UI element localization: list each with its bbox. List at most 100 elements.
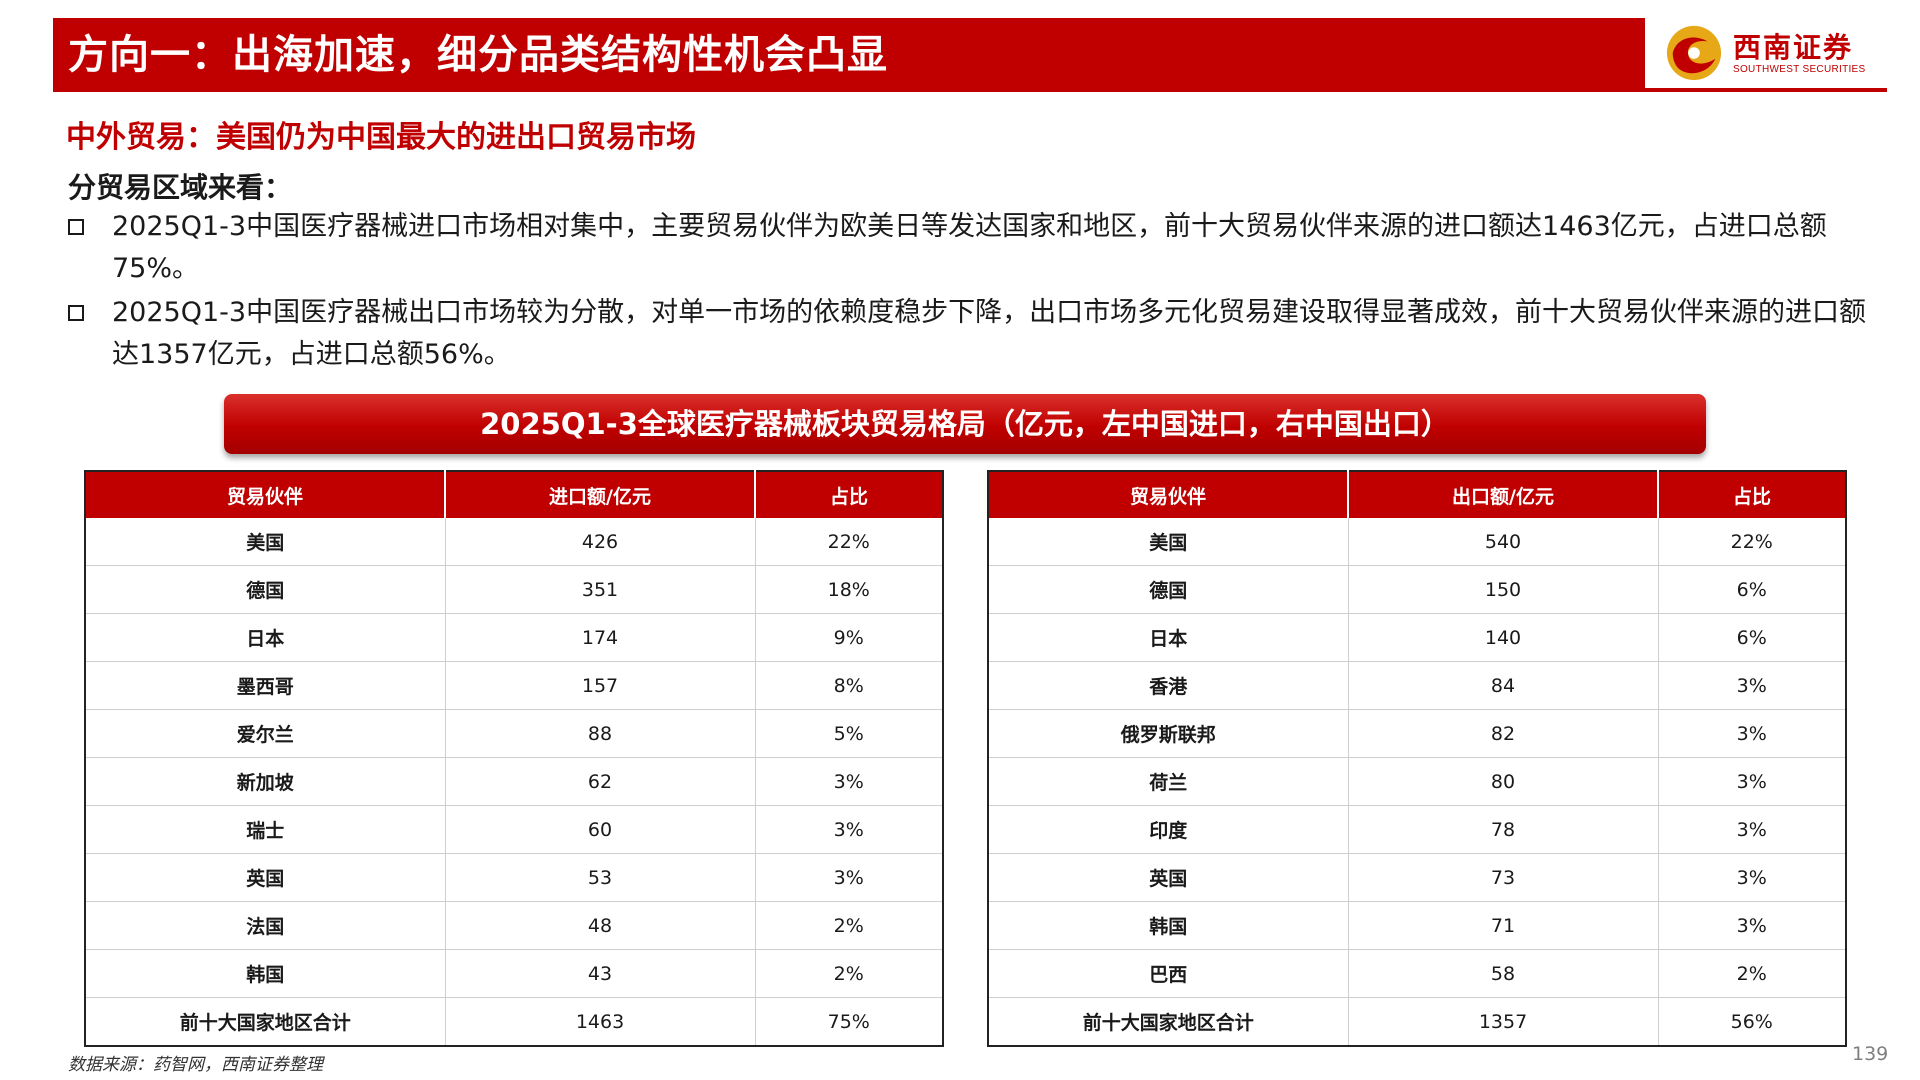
share-cell: 3%: [755, 757, 943, 806]
column-header: 出口额/亿元: [1348, 471, 1659, 518]
column-header: 占比: [755, 471, 943, 518]
column-header: 进口额/亿元: [445, 471, 756, 518]
share-cell: 9%: [755, 613, 943, 662]
partner-cell: 美国: [988, 518, 1349, 566]
amount-cell: 351: [445, 565, 756, 614]
table-row: 前十大国家地区合计 1463 75%: [85, 997, 943, 1046]
bullet-text: 2025Q1-3中国医疗器械进口市场相对集中，主要贸易伙伴为欧美日等发达国家和地…: [112, 211, 1827, 284]
amount-cell: 1357: [1348, 997, 1659, 1046]
amount-cell: 53: [445, 853, 756, 902]
share-cell: 3%: [1658, 709, 1846, 758]
partner-cell: 前十大国家地区合计: [988, 997, 1349, 1046]
amount-cell: 150: [1348, 565, 1659, 614]
partner-cell: 日本: [988, 613, 1349, 662]
share-cell: 3%: [1658, 757, 1846, 806]
partner-cell: 英国: [988, 853, 1349, 902]
bullet-item: 2025Q1-3中国医疗器械出口市场较为分散，对单一市场的依赖度稳步下降，出口市…: [68, 292, 1878, 376]
partner-cell: 德国: [988, 565, 1349, 614]
amount-cell: 540: [1348, 518, 1659, 566]
amount-cell: 78: [1348, 805, 1659, 854]
partner-cell: 新加坡: [85, 757, 446, 806]
share-cell: 18%: [755, 565, 943, 614]
header-underline: [53, 88, 1887, 92]
share-cell: 6%: [1658, 565, 1846, 614]
share-cell: 6%: [1658, 613, 1846, 662]
share-cell: 3%: [755, 805, 943, 854]
section-heading: 分贸易区域来看：: [68, 171, 293, 204]
partner-cell: 英国: [85, 853, 446, 902]
column-header: 贸易伙伴: [85, 471, 446, 518]
amount-cell: 62: [445, 757, 756, 806]
logo-chinese-text: 西南证券: [1733, 30, 1854, 64]
table-row: 墨西哥 157 8%: [85, 661, 943, 710]
partner-cell: 瑞士: [85, 805, 446, 854]
amount-cell: 60: [445, 805, 756, 854]
partner-cell: 香港: [988, 661, 1349, 710]
table-row: 日本 174 9%: [85, 613, 943, 662]
bullet-text: 2025Q1-3中国医疗器械出口市场较为分散，对单一市场的依赖度稳步下降，出口市…: [112, 297, 1867, 370]
amount-cell: 426: [445, 518, 756, 566]
share-cell: 3%: [755, 853, 943, 902]
table-banner: 2025Q1-3全球医疗器械板块贸易格局（亿元，左中国进口，右中国出口）: [224, 394, 1706, 454]
export-table: 贸易伙伴 出口额/亿元 占比 美国 540 22% 德国 150 6% 日本 140 6% 香港 8…: [987, 470, 1847, 1047]
share-cell: 3%: [1658, 853, 1846, 902]
partner-cell: 日本: [85, 613, 446, 662]
share-cell: 22%: [1658, 518, 1846, 566]
table-row: 英国 73 3%: [988, 853, 1846, 902]
amount-cell: 140: [1348, 613, 1659, 662]
table-row: 荷兰 80 3%: [988, 757, 1846, 806]
amount-cell: 1463: [445, 997, 756, 1046]
table-row: 德国 150 6%: [988, 565, 1846, 614]
partner-cell: 韩国: [988, 901, 1349, 950]
partner-cell: 法国: [85, 901, 446, 950]
share-cell: 3%: [1658, 805, 1846, 854]
checkbox-square-icon: [68, 305, 84, 321]
page-number: 139: [1852, 1043, 1889, 1065]
checkbox-square-icon: [68, 219, 84, 235]
share-cell: 8%: [755, 661, 943, 710]
partner-cell: 德国: [85, 565, 446, 614]
page-title: 方向一：出海加速，细分品类结构性机会凸显: [68, 32, 888, 78]
bullet-item: 2025Q1-3中国医疗器械进口市场相对集中，主要贸易伙伴为欧美日等发达国家和地…: [68, 206, 1878, 290]
amount-cell: 71: [1348, 901, 1659, 950]
share-cell: 2%: [755, 949, 943, 998]
table-row: 前十大国家地区合计 1357 56%: [988, 997, 1846, 1046]
amount-cell: 73: [1348, 853, 1659, 902]
amount-cell: 80: [1348, 757, 1659, 806]
partner-cell: 印度: [988, 805, 1349, 854]
share-cell: 56%: [1730, 1010, 1773, 1033]
data-source-note: 数据来源：药智网，西南证券整理: [68, 1055, 323, 1075]
table-row: 日本 140 6%: [988, 613, 1846, 662]
table-row: 美国 540 22%: [988, 518, 1846, 566]
table-row: 爱尔兰 88 5%: [85, 709, 943, 758]
table-row: 巴西 58 2%: [988, 949, 1846, 998]
import-table: 贸易伙伴 进口额/亿元 占比 美国 426 22% 德国 351 18% 日本 174 9% 墨西…: [84, 470, 944, 1047]
header-bar: [53, 18, 1645, 92]
partner-cell: 美国: [85, 518, 446, 566]
table-row: 韩国 71 3%: [988, 901, 1846, 950]
partner-cell: 前十大国家地区合计: [85, 997, 446, 1046]
logo-english-text: SOUTHWEST SECURITIES: [1733, 63, 1866, 75]
amount-cell: 88: [445, 709, 756, 758]
column-header: 占比: [1658, 471, 1846, 518]
share-cell: 75%: [827, 1010, 870, 1033]
amount-cell: 174: [445, 613, 756, 662]
table-row: 韩国 43 2%: [85, 949, 943, 998]
amount-cell: 157: [445, 661, 756, 710]
share-cell: 2%: [1658, 949, 1846, 998]
table-header-row: 贸易伙伴 进口额/亿元 占比: [85, 471, 943, 518]
amount-cell: 84: [1348, 661, 1659, 710]
table-row: 印度 78 3%: [988, 805, 1846, 854]
table-row: 美国 426 22%: [85, 518, 943, 566]
share-cell: 5%: [755, 709, 943, 758]
table-header-row: 贸易伙伴 出口额/亿元 占比: [988, 471, 1846, 518]
table-row: 香港 84 3%: [988, 661, 1846, 710]
company-logo: 西南证券 SOUTHWEST SECURITIES: [1665, 20, 1885, 86]
partner-cell: 俄罗斯联邦: [988, 709, 1349, 758]
table-row: 瑞士 60 3%: [85, 805, 943, 854]
table-row: 俄罗斯联邦 82 3%: [988, 709, 1846, 758]
amount-cell: 48: [445, 901, 756, 950]
table-row: 新加坡 62 3%: [85, 757, 943, 806]
share-cell: 22%: [755, 518, 943, 566]
slide-subtitle: 中外贸易：美国仍为中国最大的进出口贸易市场: [66, 120, 696, 155]
